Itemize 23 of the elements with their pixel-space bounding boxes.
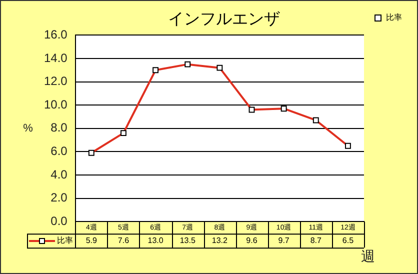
y-tick-label: 14.0 [44,50,68,65]
y-axis-title: % [23,122,34,134]
data-label: 13.0 [148,236,164,245]
data-label: 13.2 [212,236,228,245]
y-tick-label: 16.0 [44,28,68,42]
y-tick-label: 12.0 [44,74,68,88]
y-tick-label: 8.0 [50,120,68,135]
x-axis-title: 週 [361,248,375,264]
data-label: 9.7 [278,236,290,245]
chart-title: インフルエンザ [168,11,280,28]
y-tick-label: 6.0 [50,144,68,158]
y-tick-label: 4.0 [50,167,68,182]
y-tick-label: 10.0 [44,97,68,112]
data-label: 7.6 [118,236,130,245]
data-label: 13.5 [180,236,196,245]
text: 比率 [57,236,73,245]
data-label: 9.6 [246,236,258,245]
legend-label: 比率 [386,13,402,22]
y-tick-label: 0.0 [50,214,68,228]
data-label: 6.5 [342,236,354,245]
y-tick-label: 2.0 [50,190,68,205]
data-label: 8.7 [310,236,322,245]
data-label: 5.9 [86,236,98,245]
